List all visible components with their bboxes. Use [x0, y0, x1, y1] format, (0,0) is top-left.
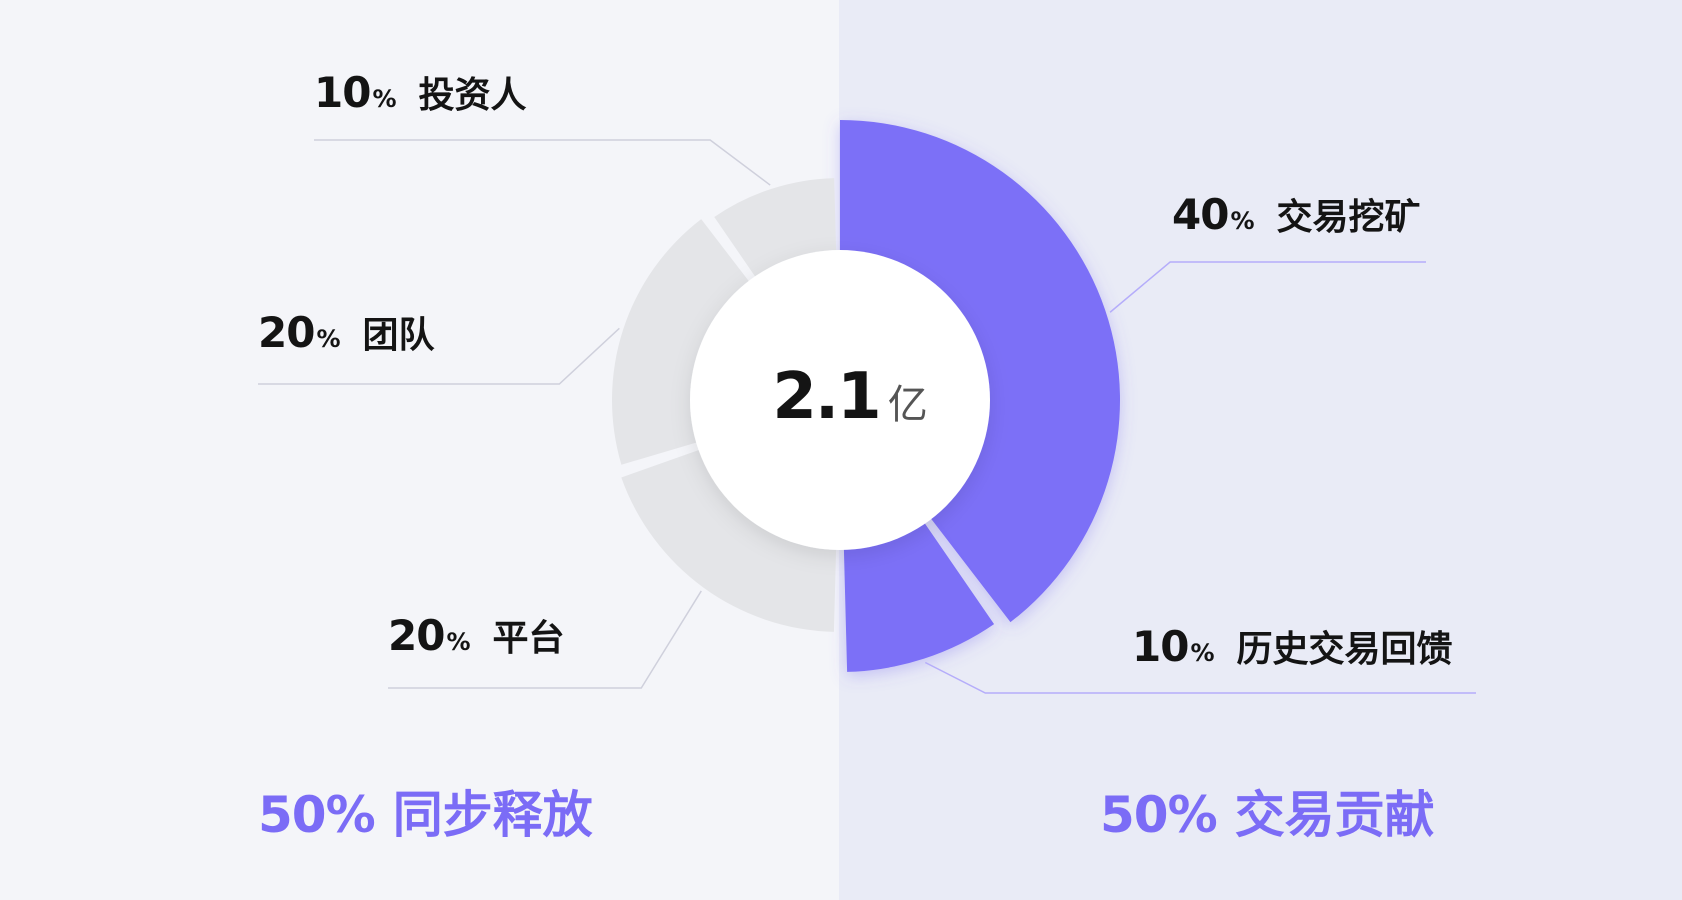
group-percent: 50% [1100, 786, 1218, 844]
slice-label-touziren: 10% 投资人 [314, 66, 527, 118]
pie-slice-4 [612, 219, 755, 465]
slice-name: 历史交易回馈 [1236, 629, 1453, 670]
leader-line-4 [258, 327, 620, 385]
percent-sign: % [372, 85, 397, 113]
slice-percent: 20 [388, 611, 445, 660]
slice-label-jiaoyi-wakuang: 40% 交易挖矿 [1172, 188, 1421, 240]
group-label-jiaoyi-gongxian: 50% 交易贡献 [1100, 775, 1435, 847]
slice-percent: 40 [1172, 190, 1229, 239]
group-percent: 50% [258, 786, 376, 844]
leader-line-3 [388, 590, 702, 689]
slice-name: 投资人 [418, 75, 527, 116]
slice-percent: 10 [314, 68, 371, 117]
slice-label-tuandui: 20% 团队 [258, 306, 435, 358]
slice-percent: 10 [1132, 622, 1189, 671]
slice-name: 团队 [362, 315, 435, 356]
pie-slice-3 [621, 446, 837, 632]
percent-sign: % [446, 628, 471, 656]
center-disc [690, 250, 990, 550]
percent-sign: % [1190, 639, 1215, 667]
group-label-tongbu-shifang: 50% 同步释放 [258, 775, 593, 847]
percent-sign: % [1230, 207, 1255, 235]
slice-percent: 20 [258, 308, 315, 357]
pie-slice-2 [843, 515, 995, 672]
slice-name: 平台 [492, 618, 565, 659]
center-unit: 亿 [887, 382, 928, 428]
percent-sign: % [316, 325, 341, 353]
leader-line-1 [1109, 261, 1426, 313]
group-name: 同步释放 [392, 786, 593, 844]
slice-label-lishi-huikui: 10% 历史交易回馈 [1132, 620, 1453, 672]
leader-line-5 [314, 139, 771, 186]
slice-name: 交易挖矿 [1276, 197, 1421, 238]
center-value: 2.1 [772, 360, 881, 434]
leader-line-2 [924, 661, 1476, 694]
group-name: 交易贡献 [1234, 786, 1435, 844]
center-total: 2.1 亿 [760, 360, 940, 440]
slice-label-pingtai: 20% 平台 [388, 609, 565, 661]
